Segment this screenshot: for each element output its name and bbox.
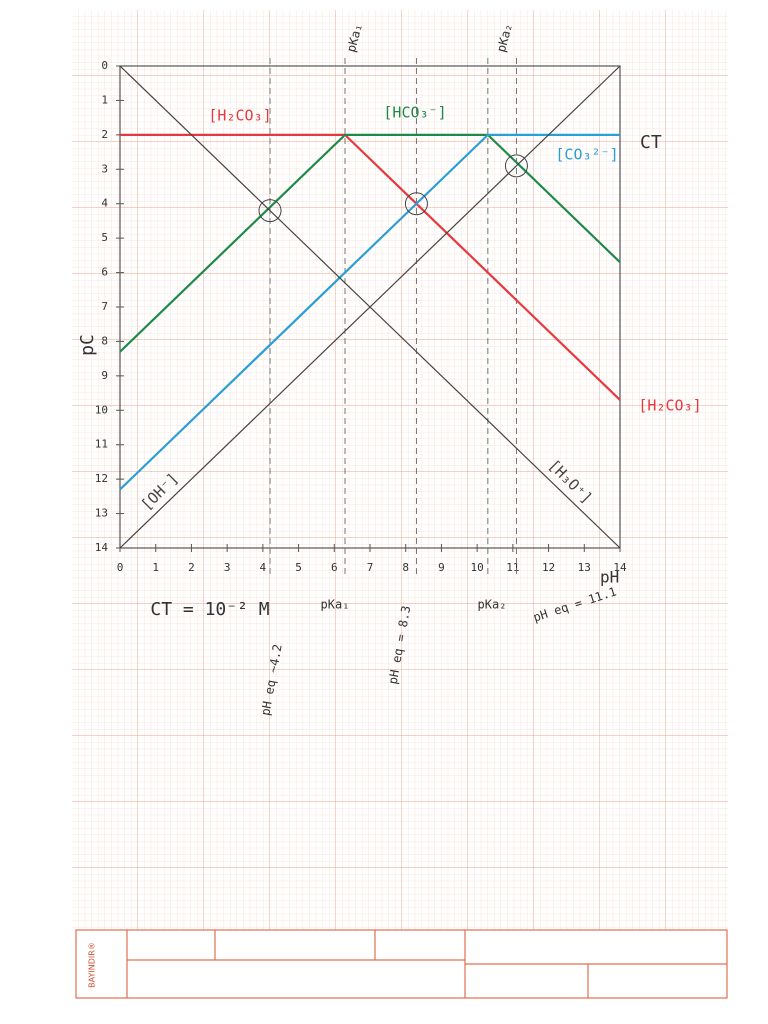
series-label: [H₂CO₃] — [208, 107, 271, 125]
x-tick-label: 5 — [295, 561, 302, 574]
y-tick-label: 14 — [95, 541, 109, 554]
x-tick-label: 10 — [471, 561, 484, 574]
x-tick-label: 7 — [367, 561, 374, 574]
y-tick-label: 10 — [95, 403, 108, 416]
y-tick-label: 6 — [101, 266, 108, 279]
x-tick-label: 14 — [613, 561, 627, 574]
y-tick-label: 12 — [95, 472, 108, 485]
x-tick-label: 2 — [188, 561, 195, 574]
y-tick-label: 1 — [101, 93, 108, 106]
equivalence-marker — [504, 154, 528, 178]
x-tick-label: 11 — [506, 561, 519, 574]
y-tick-label: 13 — [95, 507, 108, 520]
y-tick-label: 11 — [95, 438, 108, 451]
reference-label: pKa₂ — [478, 598, 507, 612]
series-line — [119, 65, 621, 549]
x-tick-label: 12 — [542, 561, 555, 574]
series-label: [CO₃²⁻] — [555, 146, 618, 164]
y-tick-label: 3 — [101, 162, 108, 175]
annotation: CT = 10⁻² M — [150, 599, 269, 620]
y-tick-label: 4 — [101, 197, 108, 210]
x-tick-label: 0 — [117, 561, 124, 574]
equivalence-marker — [258, 199, 282, 223]
series-label: [H₂CO₃] — [638, 397, 701, 415]
title-block — [75, 929, 728, 999]
x-tick-label: 13 — [578, 561, 591, 574]
equivalence-marker — [404, 192, 428, 216]
x-tick-label: 3 — [224, 561, 231, 574]
x-tick-label: 6 — [331, 561, 338, 574]
reference-label: pKa₁ — [321, 598, 350, 612]
x-tick-label: 8 — [402, 561, 409, 574]
series-line — [119, 65, 621, 549]
x-tick-label: 9 — [438, 561, 445, 574]
x-axis-label: pH — [600, 568, 619, 587]
x-tick-label: 4 — [260, 561, 267, 574]
brand: BAYINDIR® — [88, 942, 97, 988]
graph-paper — [72, 10, 728, 930]
y-tick-label: 8 — [101, 334, 108, 347]
series-label: [HCO₃⁻] — [383, 104, 446, 122]
x-tick-label: 1 — [152, 561, 159, 574]
annotation: CT — [640, 132, 662, 153]
series-line — [119, 133, 620, 491]
y-axis-label: pC — [77, 334, 98, 356]
y-tick-label: 0 — [101, 59, 108, 72]
y-tick-label: 2 — [101, 128, 108, 141]
y-tick-label: 9 — [101, 369, 108, 382]
y-tick-label: 7 — [101, 300, 108, 313]
series-line — [119, 133, 621, 353]
y-tick-label: 5 — [101, 231, 108, 244]
